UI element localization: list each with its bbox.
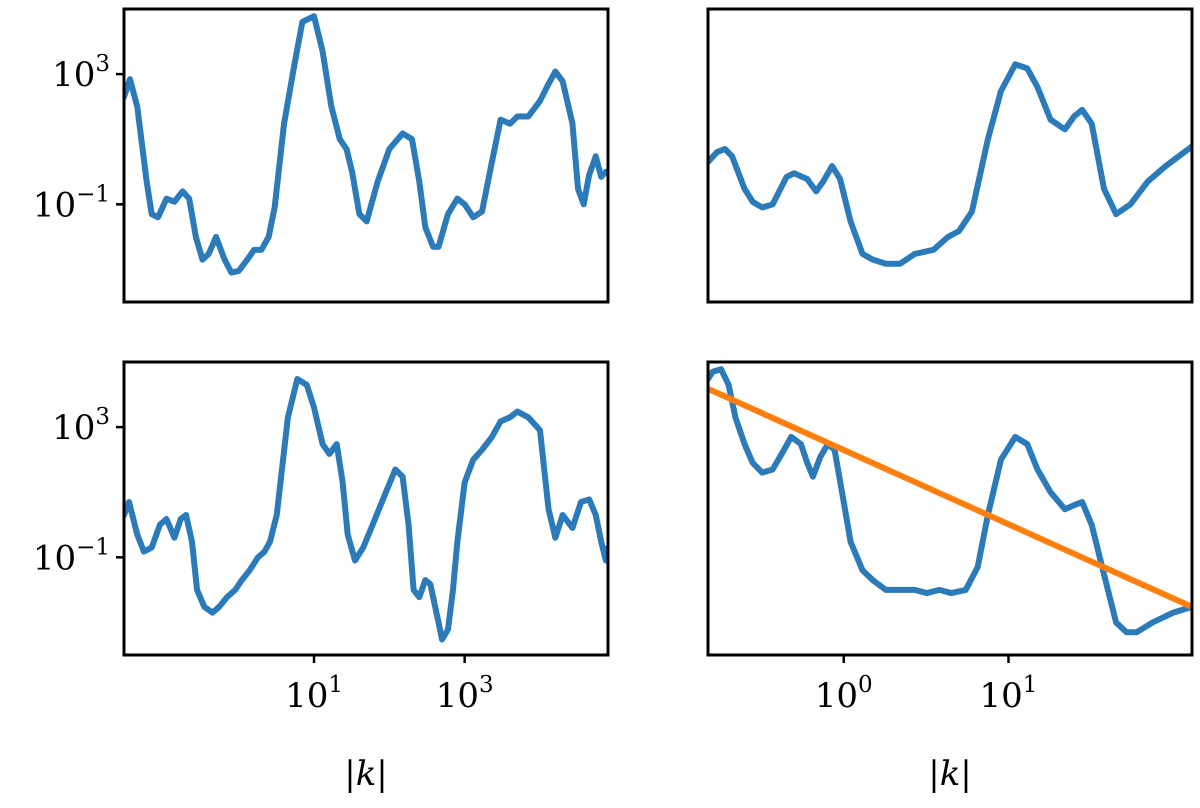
series-line-blue: [124, 13, 608, 276]
axes-frame: [122, 360, 610, 657]
panel-top-right: [706, 7, 1194, 304]
y-tick-label-exponent: 3: [95, 404, 110, 430]
x-axis-label: |k|: [344, 754, 388, 794]
x-tick-label-exponent: 0: [858, 672, 873, 698]
x-tick-label: 101: [285, 672, 343, 716]
x-tick-label-base: 10: [436, 676, 479, 716]
x-tick-label-exponent: 1: [328, 672, 343, 698]
series-line-blue: [124, 376, 608, 643]
x-tick-label-base: 10: [980, 676, 1023, 716]
y-tick-label-exponent: 3: [95, 51, 110, 77]
x-tick-label: 103: [436, 672, 494, 716]
y-tick-label: 103: [52, 51, 110, 95]
y-tick-label: 10−1: [33, 534, 110, 578]
y-tick-label: 10−1: [33, 181, 110, 225]
y-tick-label: 103: [52, 404, 110, 448]
axes-frame: [706, 7, 1194, 304]
y-tick-label-exponent: −1: [76, 181, 110, 207]
x-tick-label: 101: [980, 672, 1038, 716]
panel-bottom-right: 100 101|k|: [706, 360, 1194, 794]
series-line-blue: [708, 61, 1192, 267]
y-tick-label-base: 10: [33, 538, 76, 578]
x-axis-label: |k|: [928, 754, 972, 794]
series-line-orange: [708, 385, 1192, 610]
series-line-blue: [708, 366, 1192, 636]
y-tick-label-exponent: −1: [76, 534, 110, 560]
x-tick-label-base: 10: [285, 676, 328, 716]
axes-frame: [706, 360, 1194, 657]
x-tick-label-exponent: 1: [1023, 672, 1038, 698]
x-tick-label: 100: [815, 672, 873, 716]
axes-frame: [122, 7, 610, 304]
x-tick-label-base: 10: [815, 676, 858, 716]
y-tick-label-base: 10: [33, 185, 76, 225]
y-tick-label-base: 10: [52, 55, 95, 95]
x-tick-label-exponent: 3: [479, 672, 494, 698]
y-tick-label-base: 10: [52, 408, 95, 448]
